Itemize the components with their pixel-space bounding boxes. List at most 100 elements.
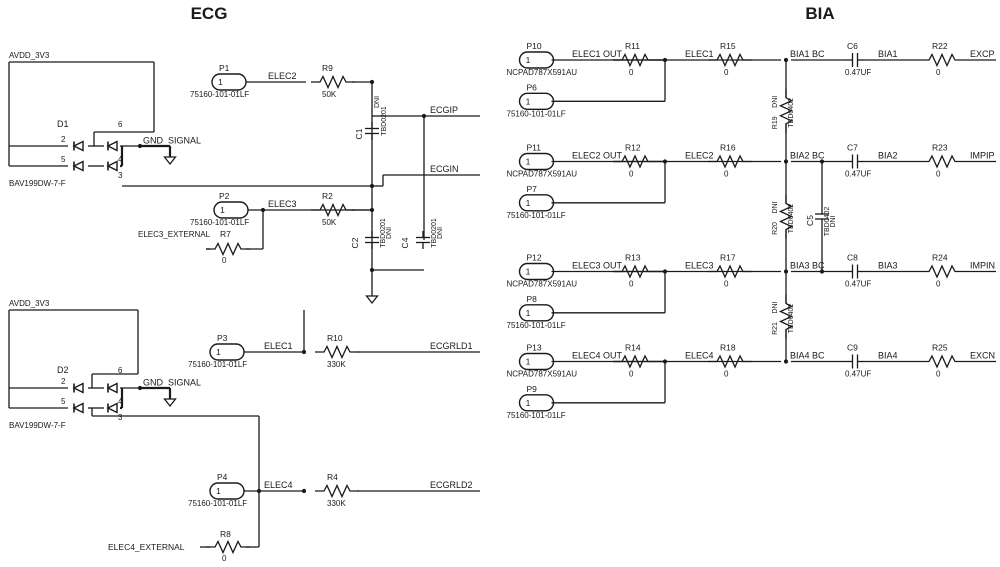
svg-text:5: 5	[61, 155, 66, 164]
svg-text:BIA: BIA	[805, 4, 834, 23]
svg-text:DNI: DNI	[830, 215, 837, 227]
svg-text:ELEC3: ELEC3	[268, 199, 297, 209]
svg-text:NCPAD787X591AU: NCPAD787X591AU	[507, 170, 578, 179]
svg-text:EXCN: EXCN	[970, 351, 995, 361]
svg-text:BIA1 BC: BIA1 BC	[790, 49, 825, 59]
svg-text:P11: P11	[527, 143, 542, 153]
svg-text:3: 3	[118, 413, 123, 422]
svg-text:ECGIP: ECGIP	[430, 105, 458, 115]
svg-text:DNI: DNI	[772, 96, 779, 108]
svg-text:0: 0	[629, 370, 634, 379]
svg-text:R14: R14	[625, 343, 641, 353]
svg-text:R13: R13	[625, 253, 641, 263]
svg-text:BIA2 BC: BIA2 BC	[790, 151, 825, 161]
svg-text:6: 6	[118, 120, 123, 129]
svg-text:R17: R17	[720, 253, 736, 263]
svg-text:R16: R16	[720, 143, 736, 153]
svg-text:0: 0	[936, 68, 941, 77]
svg-text:0: 0	[629, 68, 634, 77]
svg-text:R23: R23	[932, 143, 948, 153]
svg-text:C9: C9	[847, 343, 858, 353]
svg-text:0.47UF: 0.47UF	[845, 370, 871, 379]
svg-text:BIA3: BIA3	[878, 261, 898, 271]
svg-text:IMPIP: IMPIP	[970, 151, 995, 161]
svg-text:0: 0	[724, 370, 729, 379]
svg-text:BIA3 BC: BIA3 BC	[790, 261, 825, 271]
svg-text:3: 3	[118, 171, 123, 180]
svg-text:ELEC2: ELEC2	[268, 71, 297, 81]
svg-text:R9: R9	[322, 63, 333, 73]
svg-text:P12: P12	[527, 253, 542, 263]
svg-text:75160-101-01LF: 75160-101-01LF	[507, 211, 566, 220]
svg-text:75160-101-01LF: 75160-101-01LF	[507, 321, 566, 330]
svg-text:R19: R19	[772, 116, 779, 129]
svg-text:2: 2	[61, 377, 66, 386]
svg-text:P2: P2	[219, 191, 230, 201]
svg-text:BIA4: BIA4	[878, 351, 898, 361]
svg-text:ELEC4_EXTERNAL: ELEC4_EXTERNAL	[108, 542, 185, 552]
svg-text:0: 0	[724, 68, 729, 77]
svg-text:DNI: DNI	[386, 227, 393, 239]
svg-text:2: 2	[61, 135, 66, 144]
svg-text:BAV199DW-7-F: BAV199DW-7-F	[9, 179, 66, 188]
svg-text:P9: P9	[527, 384, 538, 394]
svg-text:TBD0402: TBD0402	[788, 204, 795, 234]
svg-text:ELEC2: ELEC2	[685, 151, 714, 161]
svg-text:C7: C7	[847, 143, 858, 153]
svg-text:75160-101-01LF: 75160-101-01LF	[188, 360, 247, 369]
svg-text:AVDD_3V3: AVDD_3V3	[9, 299, 50, 308]
svg-text:5: 5	[61, 397, 66, 406]
svg-text:R20: R20	[772, 222, 779, 235]
svg-text:0: 0	[936, 370, 941, 379]
svg-text:0.47UF: 0.47UF	[845, 68, 871, 77]
svg-text:D2: D2	[57, 365, 69, 375]
svg-text:AVDD_3V3: AVDD_3V3	[9, 51, 50, 60]
svg-text:50K: 50K	[322, 218, 337, 227]
svg-text:NCPAD787X591AU: NCPAD787X591AU	[507, 370, 578, 379]
svg-text:ELEC3: ELEC3	[685, 261, 714, 271]
svg-text:R24: R24	[932, 253, 948, 263]
svg-text:P8: P8	[527, 294, 538, 304]
svg-text:6: 6	[118, 366, 123, 375]
svg-text:ELEC3_EXTERNAL: ELEC3_EXTERNAL	[138, 230, 211, 239]
svg-text:0: 0	[936, 280, 941, 289]
svg-text:R21: R21	[772, 322, 779, 335]
svg-text:ECGRLD2: ECGRLD2	[430, 480, 473, 490]
svg-text:GND_SIGNAL: GND_SIGNAL	[143, 378, 201, 388]
svg-text:R8: R8	[220, 529, 231, 539]
svg-text:DNI: DNI	[437, 227, 444, 239]
svg-text:ECGIN: ECGIN	[430, 164, 459, 174]
svg-text:BIA2: BIA2	[878, 151, 898, 161]
svg-text:C4: C4	[400, 237, 410, 248]
svg-text:P4: P4	[217, 472, 228, 482]
svg-text:R2: R2	[322, 191, 333, 201]
svg-text:75160-101-01LF: 75160-101-01LF	[190, 90, 249, 99]
svg-text:C5: C5	[805, 215, 815, 226]
svg-text:ECGRLD1: ECGRLD1	[430, 341, 473, 351]
svg-text:DNI: DNI	[374, 96, 381, 108]
svg-text:ELEC3 OUT: ELEC3 OUT	[572, 261, 623, 271]
svg-text:P13: P13	[527, 343, 542, 353]
svg-text:C2: C2	[350, 237, 360, 248]
svg-text:P3: P3	[217, 333, 228, 343]
svg-text:NCPAD787X591AU: NCPAD787X591AU	[507, 68, 578, 77]
svg-text:D1: D1	[57, 119, 69, 129]
svg-text:TBD0201: TBD0201	[381, 106, 388, 136]
svg-text:NCPAD787X591AU: NCPAD787X591AU	[507, 280, 578, 289]
svg-text:0: 0	[222, 554, 227, 563]
svg-text:R25: R25	[932, 343, 948, 353]
svg-text:0.47UF: 0.47UF	[845, 170, 871, 179]
svg-text:330K: 330K	[327, 499, 346, 508]
svg-text:0: 0	[724, 170, 729, 179]
svg-text:BIA4 BC: BIA4 BC	[790, 351, 825, 361]
svg-text:IMPIN: IMPIN	[970, 261, 995, 271]
svg-text:R11: R11	[625, 41, 640, 51]
svg-text:R7: R7	[220, 229, 231, 239]
svg-text:BAV199DW-7-F: BAV199DW-7-F	[9, 421, 66, 430]
svg-text:75160-101-01LF: 75160-101-01LF	[190, 218, 249, 227]
svg-text:R10: R10	[327, 333, 343, 343]
svg-text:ELEC4 OUT: ELEC4 OUT	[572, 351, 623, 361]
svg-text:R18: R18	[720, 343, 736, 353]
svg-text:P7: P7	[527, 184, 538, 194]
svg-text:330K: 330K	[327, 360, 346, 369]
